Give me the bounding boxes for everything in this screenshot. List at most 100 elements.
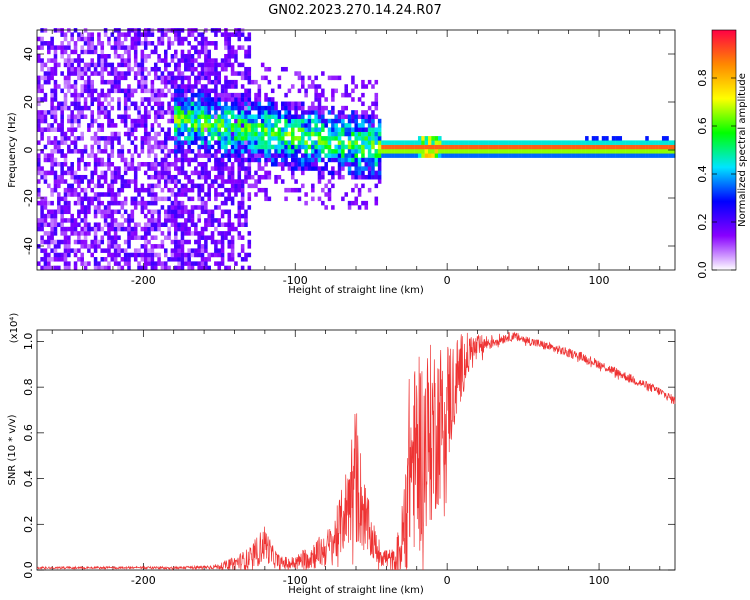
heatmap-cell (230, 162, 235, 167)
heatmap-cell (254, 127, 258, 132)
heatmap-cell (257, 131, 262, 137)
heatmap-cell (157, 252, 161, 258)
heatmap-cell (194, 166, 198, 171)
heatmap-cell (93, 205, 98, 210)
heatmap-cell (50, 127, 54, 132)
heatmap-cell (80, 261, 84, 266)
heatmap-cell (224, 88, 228, 94)
heatmap-cell (327, 196, 332, 202)
heatmap-cell (484, 144, 489, 150)
heatmap-cell (424, 149, 429, 154)
heatmap-cell (40, 248, 44, 253)
heatmap-cell (528, 144, 532, 150)
heatmap-cell (351, 144, 355, 150)
heatmap-cell (347, 118, 352, 124)
heatmap-cell (73, 79, 78, 85)
heatmap-cell (214, 174, 218, 180)
heatmap-cell (47, 79, 51, 85)
heatmap-cell (47, 244, 51, 249)
heatmap-cell (645, 149, 649, 154)
heatmap-cell (170, 71, 175, 76)
heatmap-cell (217, 131, 221, 137)
heatmap-cell (170, 200, 175, 206)
heatmap-cell (123, 131, 128, 137)
heatmap-cell (100, 66, 105, 72)
heatmap-cell (311, 144, 315, 150)
heatmap-cell (97, 36, 101, 42)
heatmap-cell (100, 71, 105, 76)
heatmap-cell (190, 123, 195, 128)
heatmap-cell (270, 101, 275, 107)
heatmap-cell (140, 84, 145, 89)
heatmap-cell (227, 239, 232, 245)
heatmap-cell (184, 205, 188, 210)
heatmap-cell (93, 166, 98, 171)
heatmap-cell (200, 88, 205, 94)
heatmap-cell (174, 49, 178, 55)
heatmap-cell (311, 187, 315, 193)
heatmap-cell (374, 131, 379, 137)
heatmap-cell (43, 110, 48, 115)
heatmap-cell (80, 226, 84, 232)
heatmap-cell (240, 101, 245, 107)
heatmap-cell (204, 239, 208, 245)
heatmap-cell (575, 153, 579, 158)
heatmap-cell (247, 231, 252, 236)
heatmap-cell (37, 114, 41, 119)
heatmap-cell (90, 58, 95, 63)
heatmap-cell (63, 235, 68, 240)
heatmap-cell (187, 239, 191, 245)
heatmap-cell (331, 118, 335, 124)
heatmap-cell (67, 265, 71, 271)
heatmap-cell (618, 136, 623, 141)
heatmap-cell (220, 252, 225, 258)
heatmap-cell (615, 140, 619, 145)
heatmap-cell (43, 114, 48, 119)
heatmap-cell (367, 157, 372, 163)
heatmap-cell (117, 97, 121, 102)
heatmap-cell (93, 261, 98, 266)
heatmap-cell (60, 174, 64, 180)
heatmap-cell (70, 170, 74, 176)
heatmap-cell (371, 114, 375, 119)
heatmap-cell (73, 136, 78, 141)
heatmap-cell (100, 192, 105, 197)
heatmap-cell (187, 174, 191, 180)
heatmap-cell (110, 222, 115, 227)
heatmap-cell (123, 218, 128, 223)
heatmap-cell (224, 79, 228, 85)
heatmap-cell (377, 179, 382, 184)
heatmap-cell (254, 114, 258, 119)
heatmap-cell (578, 149, 582, 154)
heatmap-cell (321, 114, 325, 119)
heatmap-cell (367, 114, 372, 119)
heatmap-cell (63, 92, 68, 98)
heatmap-cell (220, 66, 225, 72)
heatmap-cell (133, 36, 138, 42)
heatmap-cell (661, 140, 666, 145)
heatmap-cell (157, 213, 161, 219)
heatmap-cell (174, 235, 178, 240)
heatmap-cell (137, 200, 141, 206)
heatmap-cell (120, 248, 125, 253)
heatmap-cell (123, 252, 128, 258)
heatmap-cell (207, 144, 211, 150)
heatmap-cell (174, 218, 178, 223)
heatmap-cell (187, 179, 191, 184)
heatmap-cell (214, 261, 218, 266)
heatmap-cell (227, 149, 232, 154)
heatmap-cell (143, 244, 148, 249)
heatmap-cell (187, 149, 191, 154)
heatmap-cell (187, 248, 191, 253)
heatmap-cell (357, 157, 362, 163)
heatmap-cell (204, 84, 208, 89)
heatmap-cell (40, 170, 44, 176)
heatmap-cell (200, 196, 205, 202)
heatmap-cell (174, 162, 178, 167)
heatmap-cell (297, 162, 302, 167)
heatmap-cell (488, 144, 492, 150)
heatmap-cell (645, 140, 649, 145)
heatmap-cell (97, 140, 101, 145)
heatmap-cell (204, 136, 208, 141)
heatmap-cell (220, 131, 225, 137)
